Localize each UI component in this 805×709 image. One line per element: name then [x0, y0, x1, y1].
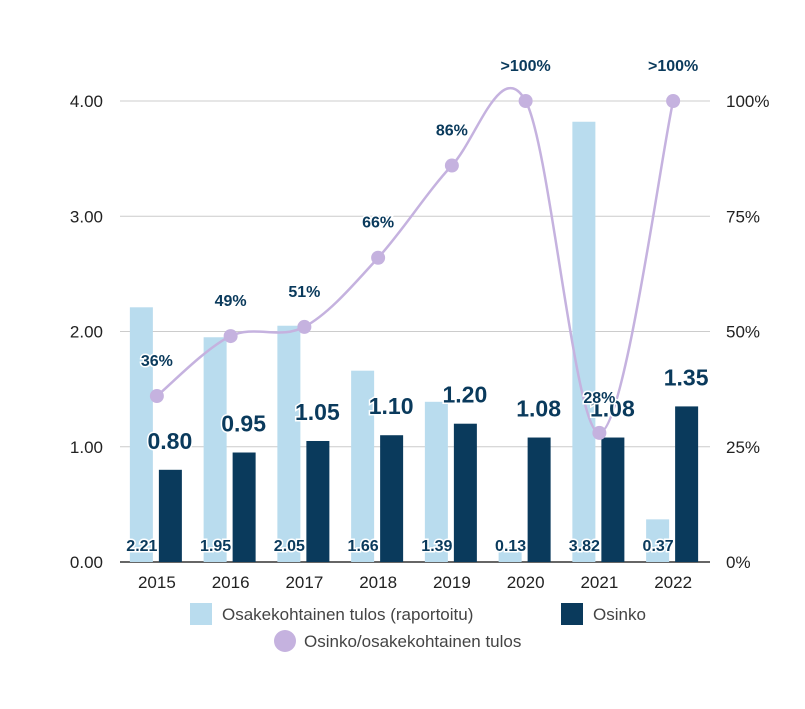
right-y-axis: 0% 25% 50% 75% 100% [726, 92, 769, 572]
data-labels: 2.21 0.80 36% 1.95 0.95 49% 2.05 1.05 51% 1.66 1.1… [125, 57, 710, 557]
payout-point [444, 158, 459, 173]
x-tick-label: 2020 [507, 573, 545, 592]
right-tick-label: 0% [726, 553, 751, 572]
eps-data-label: 0.37 [643, 538, 674, 555]
eps-data-label: 3.82 [569, 538, 600, 555]
eps-data-label: 2.21 [126, 538, 157, 555]
payout-data-label: 36% [141, 353, 173, 370]
dividend-data-label: 0.95 [221, 411, 266, 437]
x-tick-label: 2017 [285, 573, 323, 592]
bar-eps [424, 401, 448, 562]
bar-dividend [601, 437, 625, 562]
bar-eps [351, 370, 375, 562]
bar-dividend [158, 469, 182, 562]
dividend-data-label: 1.08 [516, 396, 561, 422]
payout-data-label: 28% [583, 390, 615, 407]
eps-data-label: 1.39 [421, 538, 452, 555]
dividend-data-label: 0.80 [147, 428, 192, 454]
x-tick-label: 2022 [654, 573, 692, 592]
eps-data-label: 2.05 [274, 538, 305, 555]
bar-dividend [232, 452, 256, 562]
payout-data-label: 49% [215, 293, 247, 310]
dividend-data-label: 1.35 [664, 364, 709, 390]
dividend-data-label: 1.20 [442, 382, 487, 408]
eps-data-label: 1.66 [348, 538, 379, 555]
legend-label-eps: Osakekohtainen tulos (raportoitu) [222, 605, 473, 624]
left-tick-label: 4.00 [70, 92, 103, 111]
right-tick-label: 50% [726, 323, 760, 342]
dividend-data-label: 1.05 [295, 399, 340, 425]
bars [129, 121, 699, 563]
left-tick-label: 3.00 [70, 207, 103, 226]
payout-point [371, 250, 386, 265]
bar-dividend [453, 423, 477, 562]
right-tick-label: 25% [726, 438, 760, 457]
bar-eps [646, 519, 670, 562]
bar-eps [203, 337, 227, 562]
payout-point [297, 319, 312, 334]
x-tick-label: 2015 [138, 573, 176, 592]
bar-dividend [306, 440, 330, 562]
payout-line-path [156, 86, 675, 435]
payout-data-label: >100% [500, 58, 550, 75]
x-tick-label: 2021 [580, 573, 618, 592]
right-tick-label: 75% [726, 207, 760, 226]
bar-eps [129, 307, 153, 562]
dividend-data-label: 1.08 [590, 396, 635, 422]
bar-dividend [675, 406, 699, 562]
legend-swatch-dividend [561, 603, 583, 625]
bar-eps [277, 325, 301, 562]
left-tick-label: 1.00 [70, 438, 103, 457]
bar-dividend [527, 437, 551, 562]
payout-point [518, 94, 533, 108]
payout-data-label: 66% [362, 215, 394, 232]
payout-line [149, 86, 681, 440]
legend-label-dividend: Osinko [593, 605, 646, 624]
payout-data-label: 51% [288, 284, 320, 301]
payout-point [149, 389, 164, 404]
bar-dividend [380, 435, 404, 562]
x-tick-label: 2019 [433, 573, 471, 592]
payout-data-label: 86% [436, 123, 468, 140]
legend: Osakekohtainen tulos (raportoitu) Osinko… [190, 603, 646, 652]
payout-point [223, 329, 238, 344]
x-tick-label: 2018 [359, 573, 397, 592]
right-tick-label: 100% [726, 92, 769, 111]
payout-data-label: >100% [648, 58, 698, 75]
legend-swatch-eps [190, 603, 212, 625]
x-tick-label: 2016 [212, 573, 250, 592]
eps-data-label: 0.13 [495, 538, 526, 555]
dividend-data-label: 1.10 [369, 393, 414, 419]
left-y-axis: 0.00 1.00 2.00 3.00 4.00 [70, 92, 103, 572]
eps-data-label: 1.95 [200, 538, 231, 555]
bar-eps [498, 547, 522, 562]
legend-label-payout: Osinko/osakekohtainen tulos [304, 632, 521, 651]
left-tick-label: 0.00 [70, 553, 103, 572]
bar-eps [572, 121, 596, 563]
x-axis: 2015 2016 2017 2018 2019 2020 2021 2022 [138, 573, 692, 592]
left-tick-label: 2.00 [70, 323, 103, 342]
payout-point [666, 94, 681, 108]
legend-swatch-payout [274, 630, 296, 652]
payout-point [592, 425, 607, 440]
